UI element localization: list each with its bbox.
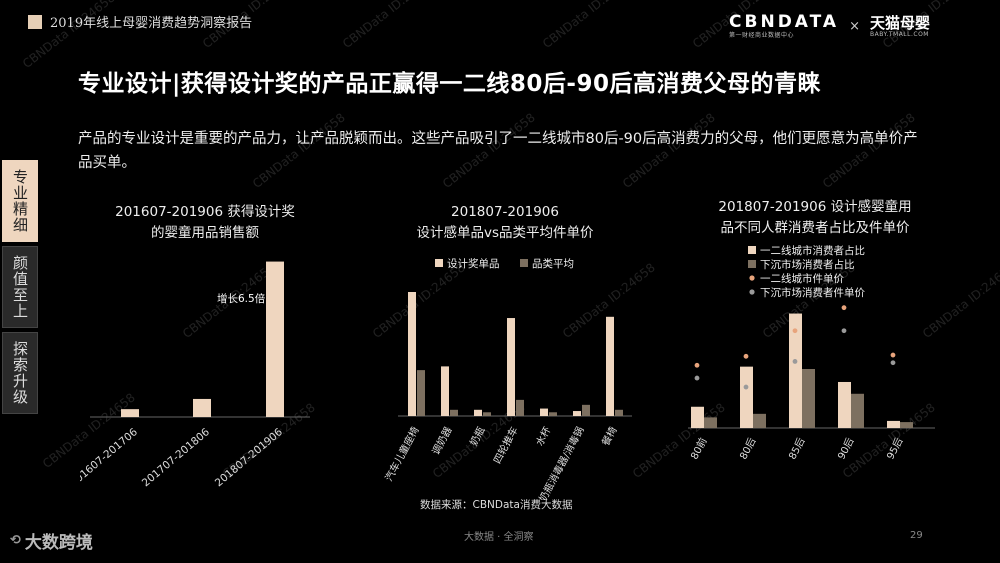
chart2-bar (441, 366, 449, 416)
chart3-x-tick-label: 80后 (737, 436, 758, 462)
chart2-legend-label: 设计奖单品 (447, 257, 500, 270)
chart3-bar (691, 406, 704, 428)
watermark-text: CBNData ID:24658 (540, 0, 638, 52)
chart2-bar (483, 412, 491, 416)
watermark-text: CBNData ID:24658 (20, 0, 118, 72)
chart1-annotation: 增长6.5倍 (217, 292, 266, 305)
chart2-bar (417, 370, 425, 416)
chart3-bar (851, 393, 864, 428)
chart2-bar (606, 316, 614, 416)
side-tab-appearance[interactable]: 颜值至上 (2, 246, 38, 328)
chart2-bar (582, 404, 590, 416)
chart3-bar (753, 413, 766, 428)
cbndata-logo-sub: 第一财经商业数据中心 (729, 32, 795, 39)
chart3-x-tick-label: 90后 (835, 436, 856, 462)
dashu-logo-text: 大数跨境 (24, 533, 93, 553)
cbndata-logo-text: CBNDATA (729, 12, 840, 32)
chart3-legend-swatch (748, 260, 756, 268)
chart2-x-tick-label: 四轮推车 (490, 424, 520, 465)
chart2-bar (507, 318, 515, 416)
chart3-price-dot (841, 305, 847, 311)
chart3-bar (900, 422, 913, 428)
tmall-baby-logo: 天猫母婴 BABY.TMALL.COM (870, 15, 930, 38)
chart2-bar (573, 411, 581, 416)
watermark-text: CBNData ID:24658 (340, 0, 438, 52)
chart2-x-tick-label: 餐椅 (599, 424, 620, 448)
chart1-sales-bar-chart: 201607-201706 201707-201806 201807-201906 增… (80, 261, 310, 489)
data-source-note: 数据来源：CBNData消费大数据 (420, 499, 573, 511)
chart3-title: 201807-201906 设计感婴童用 品不同人群消费者占比及件单价 (718, 199, 912, 236)
chart3-legend-marker (749, 275, 755, 281)
chart2-bar (450, 409, 458, 416)
chart2-title: 201807-201906 设计感单品vs品类平均件单价 (416, 204, 594, 241)
report-square-icon (28, 14, 42, 29)
chart2-bar (549, 412, 557, 416)
chart3-bar (740, 366, 753, 428)
chart3-bar (704, 417, 717, 428)
side-tab-explore[interactable]: 探索升级 (2, 332, 38, 414)
chart2-bar (408, 292, 416, 416)
chart3-bar (802, 369, 815, 428)
chart3-bar (789, 313, 802, 428)
chart2-x-tick-label: 调奶器 (430, 425, 455, 457)
chart3-legend-label: 下沉市场消费者件单价 (760, 286, 865, 299)
chart3-price-dot (841, 328, 847, 334)
chart3-x-tick-label: 80前 (687, 435, 709, 461)
chart3-bar (887, 420, 900, 428)
chart3-price-dot (694, 362, 700, 368)
brand-logos: CBNDATA 第一财经商业数据中心 × 天猫母婴 BABY.TMALL.COM (729, 12, 930, 40)
chart3-legend-label: 一二线城市件单价 (760, 272, 844, 285)
page-subtitle: 产品的专业设计是重要的产品力，让产品脱颖而出。这些产品吸引了一二线城市80后-9… (78, 131, 918, 171)
chart3-price-dot (743, 384, 749, 390)
report-label: 2019年线上母婴消费趋势洞察报告 (28, 12, 252, 31)
chart1-x-tick-label: 201807-201906 (213, 426, 285, 489)
chart3-price-dot (743, 353, 749, 359)
chart3-price-dot (792, 328, 798, 334)
chart2-bar (615, 409, 623, 416)
brand-cross: × (849, 19, 860, 34)
cbndata-logo: CBNDATA 第一财经商业数据中心 (729, 12, 840, 40)
tmall-baby-logo-text: 天猫母婴 (869, 14, 930, 32)
footer-slogan: 大数据 · 全洞察 (464, 532, 534, 543)
chart2-x-tick-label: 水杯 (533, 424, 554, 448)
chart2-bar (540, 408, 548, 416)
chart1-x-tick-label: 201607-201706 (80, 426, 140, 489)
dashu-logo: ⟲ 大数跨境 (10, 528, 93, 553)
chart3-price-dot (694, 375, 700, 381)
chart2-legend-swatch (520, 259, 528, 267)
chart2-x-tick-label: 汽车儿童座椅 (382, 424, 422, 483)
page-number: 29 (910, 530, 923, 541)
dashu-logo-icon: ⟲ (10, 533, 21, 548)
chart2-legend-label: 品类平均 (532, 257, 574, 270)
chart1-bar (193, 398, 211, 417)
chart3-bar (838, 381, 851, 428)
tmall-baby-logo-sub: BABY.TMALL.COM (869, 31, 929, 38)
page-title: 专业设计|获得设计奖的产品正赢得一二线80后-90后高消费父母的青睐 (78, 71, 821, 97)
chart3-x-tick-label: 95后 (884, 436, 905, 462)
chart3-legend-label: 下沉市场消费者占比 (760, 258, 855, 271)
report-title: 2019年线上母婴消费趋势洞察报告 (50, 16, 253, 31)
chart3-price-dot (890, 360, 896, 366)
chart2-legend-swatch (435, 259, 443, 267)
chart3-price-dot (890, 352, 896, 358)
side-tab-professional[interactable]: 专业精细 (2, 160, 38, 242)
chart1-bar (266, 261, 284, 417)
chart3-x-tick-label: 85后 (786, 436, 807, 462)
chart3-legend-swatch (748, 246, 756, 254)
chart3-legend-label: 一二线城市消费者占比 (760, 244, 865, 257)
chart3-price-dot (792, 359, 798, 364)
chart1-x-tick-label: 201707-201806 (140, 426, 212, 489)
chart2-bar (474, 409, 482, 416)
chart3-legend-marker (749, 289, 755, 295)
chart2-bar (516, 399, 524, 416)
chart1-bar (121, 409, 139, 417)
chart2-x-tick-label: 奶瓶 (467, 424, 488, 448)
chart1-title: 201607-201906 获得设计奖 的婴童用品销售额 (115, 204, 295, 241)
